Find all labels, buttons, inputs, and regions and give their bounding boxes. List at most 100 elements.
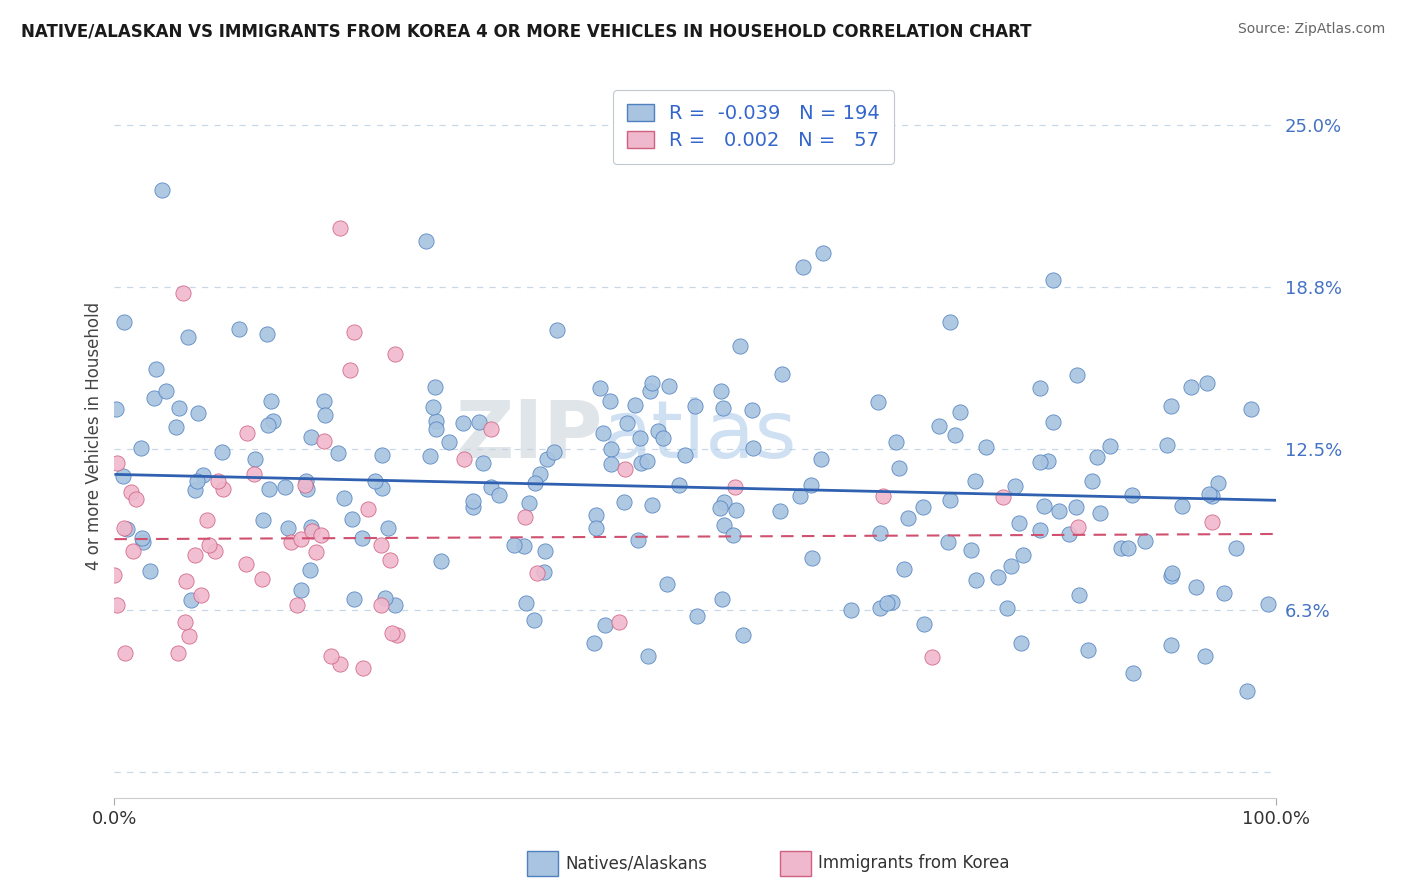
Point — [377, 521, 399, 535]
Point — [1047, 504, 1070, 518]
Point — [1206, 476, 1229, 491]
Point — [517, 496, 540, 510]
Point — [385, 628, 408, 642]
Point — [299, 520, 322, 534]
Point — [437, 435, 460, 450]
Point — [1201, 489, 1223, 503]
Point — [800, 478, 823, 492]
Point — [641, 376, 664, 391]
Point — [184, 483, 207, 497]
Point — [105, 456, 128, 470]
Point — [342, 512, 364, 526]
Point — [1033, 499, 1056, 513]
Point — [658, 378, 681, 392]
Point — [600, 442, 623, 457]
Point — [741, 402, 763, 417]
Point — [326, 445, 349, 459]
Point — [180, 593, 202, 607]
Point — [177, 330, 200, 344]
Point — [1028, 455, 1050, 469]
Point — [1194, 649, 1216, 664]
Point — [1198, 486, 1220, 500]
Point — [893, 562, 915, 576]
Point — [523, 476, 546, 491]
Point — [257, 417, 280, 432]
Point — [211, 482, 233, 496]
Point — [285, 598, 308, 612]
Point — [235, 558, 257, 572]
Point — [187, 406, 209, 420]
Point — [204, 544, 226, 558]
Point — [131, 531, 153, 545]
Text: Source: ZipAtlas.com: Source: ZipAtlas.com — [1237, 22, 1385, 37]
Point — [593, 618, 616, 632]
Point — [949, 405, 972, 419]
Y-axis label: 4 or more Vehicles in Household: 4 or more Vehicles in Household — [86, 301, 103, 570]
Point — [724, 480, 747, 494]
Point — [165, 419, 187, 434]
Point — [294, 478, 316, 492]
Point — [810, 451, 832, 466]
Point — [378, 553, 401, 567]
Point — [1160, 399, 1182, 413]
Point — [122, 543, 145, 558]
Point — [928, 418, 950, 433]
Point — [262, 414, 284, 428]
Point — [111, 469, 134, 483]
Point — [243, 467, 266, 481]
Point — [114, 647, 136, 661]
Point — [211, 445, 233, 459]
Point — [145, 362, 167, 376]
Point — [1067, 520, 1090, 534]
Point — [280, 535, 302, 549]
Point — [453, 452, 475, 467]
Point — [668, 478, 690, 492]
Point — [502, 538, 524, 552]
Point — [880, 594, 903, 608]
Point — [713, 495, 735, 509]
Point — [419, 449, 441, 463]
Point — [195, 512, 218, 526]
Point — [770, 367, 793, 381]
Point — [364, 475, 387, 489]
Point — [453, 416, 475, 430]
Point — [290, 532, 312, 546]
Point — [1109, 541, 1132, 555]
Point — [1160, 638, 1182, 652]
Point — [207, 474, 229, 488]
Point — [583, 636, 606, 650]
Point — [742, 441, 765, 455]
Point — [1042, 273, 1064, 287]
Point — [1066, 500, 1088, 514]
Point — [733, 628, 755, 642]
Point — [329, 221, 352, 235]
Point — [260, 393, 283, 408]
Point — [425, 422, 447, 436]
Point — [543, 445, 565, 459]
Point — [423, 380, 446, 394]
Point — [1171, 500, 1194, 514]
Point — [801, 550, 824, 565]
Point — [488, 488, 510, 502]
Point — [463, 500, 485, 515]
Point — [1077, 642, 1099, 657]
Point — [274, 480, 297, 494]
Point — [624, 398, 647, 412]
Point — [132, 535, 155, 549]
Point — [120, 485, 142, 500]
Point — [652, 431, 675, 445]
Point — [415, 235, 437, 249]
Point — [887, 461, 910, 475]
Point — [479, 422, 502, 436]
Point — [422, 400, 444, 414]
Point — [939, 315, 962, 329]
Point — [1135, 533, 1157, 548]
Point — [627, 533, 650, 547]
Point — [312, 394, 335, 409]
Point — [1012, 548, 1035, 562]
Point — [461, 493, 484, 508]
Point — [592, 426, 614, 441]
Point — [1066, 368, 1088, 382]
Point — [936, 534, 959, 549]
Point — [103, 568, 125, 582]
